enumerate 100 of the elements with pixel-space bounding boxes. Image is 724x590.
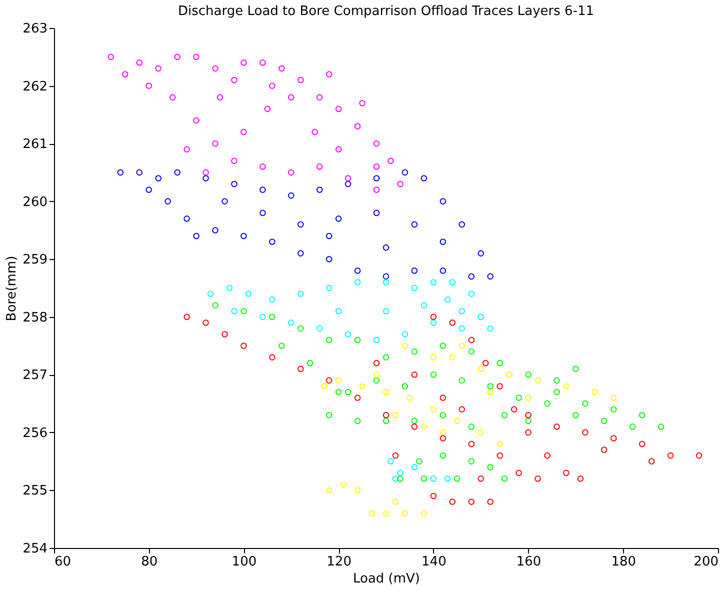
point [582,400,588,407]
point [430,476,437,482]
point [610,435,617,442]
point [406,394,413,401]
point [444,476,451,482]
y-tick-label: 255 [22,484,48,499]
point [601,446,608,453]
point [402,510,408,516]
point [382,273,390,280]
point [354,279,361,286]
point [193,54,200,60]
point [373,164,380,170]
point [478,366,484,372]
point [487,383,494,390]
point [420,175,428,182]
point [264,106,271,112]
y-tick-label: 259 [22,252,48,268]
point [373,377,380,384]
point [269,82,276,89]
point [344,331,352,338]
point [212,140,218,147]
point [411,464,418,470]
point [402,331,408,338]
point [278,65,285,72]
point [430,492,437,500]
point [382,412,390,418]
point [108,54,114,60]
point [326,232,332,240]
point [382,354,390,360]
point [326,377,332,384]
point [382,388,390,396]
point [269,354,276,360]
point [572,366,579,372]
point [411,372,418,378]
point [260,164,266,170]
point [420,476,428,482]
point [392,452,399,459]
point [269,238,276,245]
point [240,308,247,314]
point [193,232,200,240]
point [382,244,390,251]
point [382,308,390,314]
point [354,418,361,424]
point [444,296,451,303]
x-tick-label: 120 [326,554,352,570]
point [278,342,285,349]
point [373,336,380,344]
point [667,452,674,459]
point [468,336,475,344]
x-tick-label: 80 [141,554,158,570]
point [388,458,394,464]
x-tick-label: 160 [516,554,542,570]
point [554,388,560,396]
point [335,377,342,384]
point [184,314,190,320]
point [260,186,266,193]
x-tick-label: 140 [422,554,446,570]
point [231,76,238,84]
point [382,510,390,516]
point [174,169,180,176]
point [373,186,380,193]
point [269,296,276,303]
point [146,82,152,89]
point [164,198,171,204]
y-tick-label: 256 [22,426,48,441]
point [222,331,228,338]
point [402,169,408,176]
y-tick-label: 262 [22,79,48,94]
point [572,412,579,418]
point [392,412,399,418]
point [240,232,247,240]
point [411,284,418,292]
point [454,476,460,482]
point [430,279,437,286]
y-tick-label: 258 [22,310,48,326]
point [478,314,484,320]
point [316,164,323,170]
point [122,71,128,78]
point [373,360,380,366]
point [496,452,503,459]
point [478,476,484,482]
point [402,342,408,349]
point [487,464,494,470]
point [516,470,522,476]
point [212,227,218,234]
point [411,221,418,228]
point [440,412,446,418]
point [525,412,532,418]
point [440,435,446,442]
point [297,250,304,256]
y-tick-label: 260 [22,194,48,210]
y-tick-label: 254 [22,542,48,556]
point [392,498,399,505]
point [582,429,588,436]
point [397,476,404,482]
point [288,94,294,100]
point [420,302,428,308]
point [487,388,494,396]
point [260,314,266,320]
point [155,65,162,72]
